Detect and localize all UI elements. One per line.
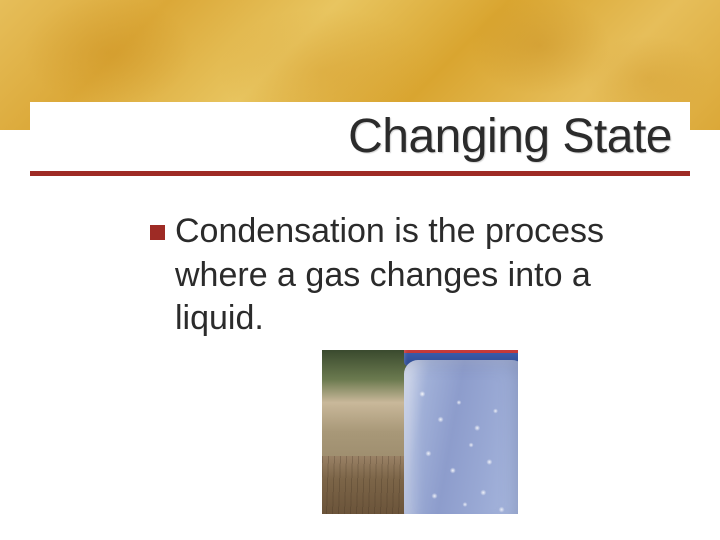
slide-title: Changing State [348,109,672,164]
header-texture-band: Changing State [0,0,720,130]
content-area: Condensation is the process where a gas … [150,210,640,341]
condensation-photo [322,350,518,514]
title-bar: Changing State [30,102,690,176]
square-bullet-icon [150,225,165,240]
bottle-body-with-droplets [404,360,518,514]
bullet-keyword: Condensation [175,212,385,250]
bottle [396,350,518,514]
bullet-item: Condensation is the process where a gas … [150,210,640,341]
bullet-text: Condensation is the process where a gas … [175,210,640,341]
